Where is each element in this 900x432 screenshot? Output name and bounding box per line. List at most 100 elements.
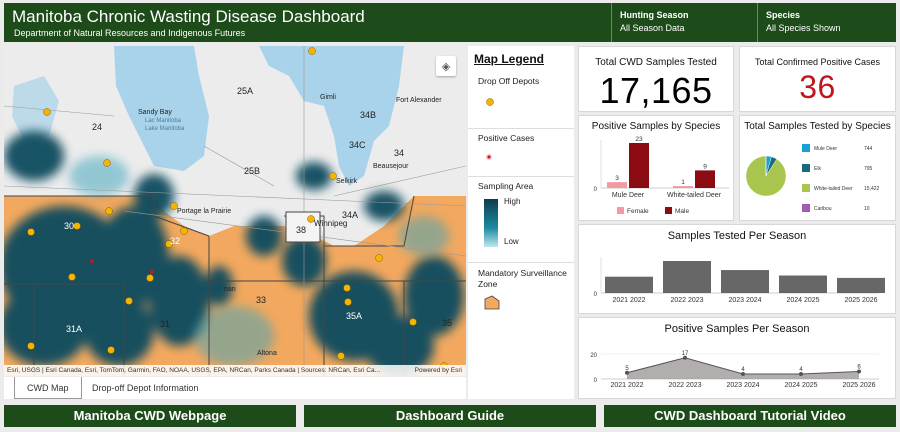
map-label: Fort Alexander [396, 97, 442, 104]
legend-swatch [802, 144, 810, 152]
x-tick-label: Mule Deer [612, 192, 645, 199]
y-tick-label: 0 [594, 187, 598, 193]
map-label: Altona [257, 350, 277, 357]
legend-label: Drop Off Depots [478, 76, 540, 86]
tab-cwd-map[interactable]: CWD Map [14, 377, 82, 399]
legend-label: Caribou [814, 206, 832, 212]
map-label: 35 [442, 318, 453, 328]
lake-winnipeg [259, 46, 404, 186]
legend-swatch [802, 184, 810, 192]
filter-label: Species [766, 10, 801, 20]
bar-female [673, 186, 693, 188]
data-point [799, 372, 803, 376]
legend-swatch [802, 164, 810, 172]
map-label: Sandy Bay [138, 109, 172, 116]
roads [4, 46, 466, 376]
y-tick-label: 0 [594, 292, 598, 298]
heat-gradient-icon [484, 199, 498, 247]
drop-off-depots [27, 47, 448, 370]
legend-label: White-tailed Deer [814, 186, 853, 192]
kpi-title: Total Confirmed Positive Cases [754, 57, 881, 67]
map-label: 25B [244, 166, 261, 176]
map-label: 30 [64, 221, 75, 231]
tutorial-video-button[interactable]: CWD Dashboard Tutorial Video [604, 405, 896, 427]
samples-by-species-card: Total Samples Tested by Species Mule Dee… [739, 115, 896, 221]
chart-title: Total Samples Tested by Species [744, 121, 891, 132]
x-tick-label: 2025 2026 [842, 382, 875, 389]
data-point [683, 355, 687, 360]
kpi-title: Total CWD Samples Tested [595, 57, 717, 68]
lake-west [12, 76, 59, 141]
dashboard-guide-button[interactable]: Dashboard Guide [304, 405, 596, 427]
data-point [857, 369, 861, 374]
map-label: 33 [256, 295, 267, 305]
data-label: 4 [741, 367, 745, 373]
legend-value: 10 [864, 206, 870, 212]
data-label: 1 [681, 179, 685, 186]
map-label: nan [224, 286, 236, 293]
map-label: Portage la Prairie [177, 208, 232, 215]
x-tick-label: 2024 2025 [784, 382, 817, 389]
total-positive-card: Total Confirmed Positive Cases 36 [739, 46, 896, 112]
legend-label: Positive Cases [478, 133, 535, 143]
bar-male [629, 143, 649, 188]
species-filter[interactable]: Species All Species Shown [757, 3, 896, 42]
map-label: 34C [349, 140, 366, 150]
season-bar [605, 276, 653, 293]
map-tabs: CWD Map Drop-off Depot Information [4, 377, 466, 399]
data-point [625, 370, 629, 375]
page-subtitle: Department of Natural Resources and Indi… [14, 28, 246, 38]
positive-per-season-card: Positive Samples Per Season 0 20 5 2021 202… [578, 317, 896, 399]
bar-female [607, 182, 627, 188]
map-label: Winnipeg [314, 219, 348, 228]
legend-label: Mandatory Surveillance Zone [478, 268, 567, 289]
layers-button[interactable]: ◈ [436, 56, 456, 76]
hunting-season-filter[interactable]: Hunting Season All Season Data [611, 3, 757, 42]
filter-label: Hunting Season [620, 10, 689, 20]
depot-marker-icon [486, 98, 494, 106]
legend-low: Low [504, 237, 519, 246]
attribution-text: Esri, USGS | Esri Canada, Esri, TomTom, … [7, 367, 381, 374]
season-bar [721, 270, 769, 293]
lake-manitoba [114, 46, 209, 171]
data-label: 6 [857, 365, 861, 371]
kpi-value: 36 [799, 69, 836, 105]
data-label: 23 [635, 136, 643, 143]
season-bar [837, 277, 885, 293]
legend-swatch [802, 204, 810, 212]
legend-title: Map Legend [474, 52, 545, 66]
cwd-webpage-button[interactable]: Manitoba CWD Webpage [4, 405, 296, 427]
map-label: 32 [170, 236, 181, 246]
map-label: 31 [160, 319, 171, 329]
y-tick-label: 0 [594, 378, 598, 384]
layers-icon: ◈ [441, 60, 451, 73]
positive-case-icon [486, 154, 492, 160]
map-label: 34A [342, 210, 359, 220]
legend-msz: Mandatory Surveillance Zone [468, 262, 574, 322]
positive-per-season-chart: 0 20 5 2021 2022 17 2022 2023 4 2023 2024 4 2024 … [590, 351, 879, 389]
x-tick-label: 2023 2024 [728, 297, 761, 304]
cwd-map[interactable]: 24 25A Gimli Fort Alexander 34B 34C Selk… [4, 46, 466, 376]
map-label: Lake Manitoba [145, 126, 185, 132]
data-point [741, 372, 745, 376]
sampling-heat [4, 131, 464, 376]
bar-male [695, 170, 715, 188]
filter-value: All Season Data [620, 23, 685, 33]
data-label: 9 [703, 163, 707, 170]
tab-drop-off-depot-info[interactable]: Drop-off Depot Information [92, 383, 199, 393]
total-samples-card: Total CWD Samples Tested 17,165 [578, 46, 734, 112]
data-label: 4 [799, 367, 803, 373]
chart-title: Positive Samples by Species [591, 121, 721, 132]
samples-by-species-chart: Mule Deer 744 Elk 795 White-tailed Deer 15,42… [745, 144, 880, 212]
map-label: Beausejour [373, 163, 409, 170]
surveillance-zone-icon [484, 295, 500, 310]
powered-by-esri[interactable]: Powered by Esri [414, 367, 462, 374]
area-fill [627, 357, 859, 379]
map-label: 35A [346, 311, 363, 321]
map-label: 25A [237, 86, 254, 96]
samples-per-season-card: Samples Tested Per Season 0 2021 2022 2022… [578, 224, 896, 314]
data-label: 3 [615, 175, 619, 182]
legend-label: Elk [814, 166, 821, 172]
map-label: Selkirk [336, 178, 358, 185]
y-tick-label: 20 [590, 353, 597, 359]
